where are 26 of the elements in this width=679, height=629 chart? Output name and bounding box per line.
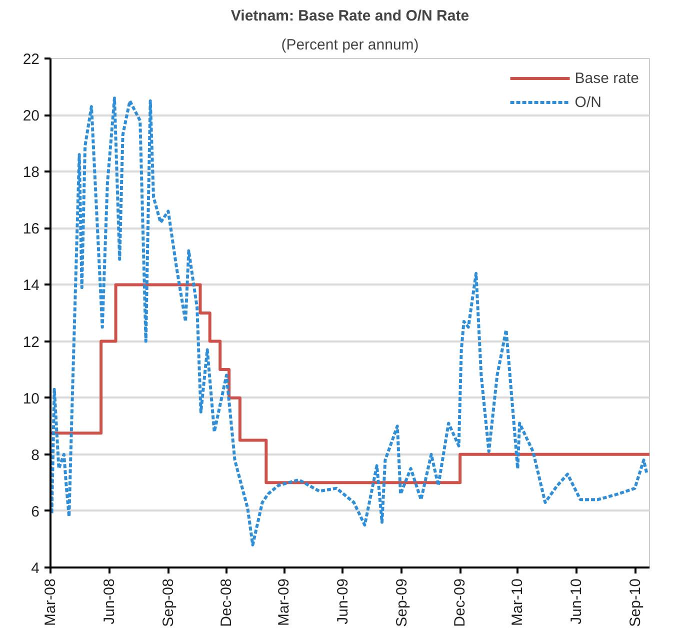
legend-label: O/N <box>574 94 602 110</box>
y-tick-label: 14 <box>22 277 40 294</box>
x-tick-label: Mar-08 <box>42 578 59 626</box>
y-tick-label: 10 <box>22 390 40 408</box>
y-tick-label: 8 <box>31 446 40 464</box>
legend-label: Base rate <box>574 70 639 86</box>
y-tick-label: 18 <box>22 164 40 182</box>
x-tick-label: Jun-09 <box>334 578 352 624</box>
x-tick-label: Mar-10 <box>509 578 526 626</box>
y-tick-label: 20 <box>22 108 40 125</box>
y-tick-label: 22 <box>22 51 40 68</box>
y-tick-label: 16 <box>22 220 40 238</box>
x-tick-label: Sep-10 <box>626 578 644 627</box>
y-tick-label: 6 <box>31 503 40 520</box>
y-tick-label: 12 <box>22 334 40 351</box>
x-tick-label: Sep-08 <box>160 578 177 627</box>
x-tick-label: Jun-08 <box>100 578 118 624</box>
x-tick-label: Mar-09 <box>276 578 293 626</box>
x-tick-label: Dec-08 <box>218 578 235 627</box>
chart-title: Vietnam: Base Rate and O/N Rate <box>230 8 470 24</box>
line-series <box>50 96 648 546</box>
chart-subtitle: (Percent per annum) <box>281 36 419 54</box>
y-tick-label: 4 <box>31 560 40 577</box>
x-tick-label: Jun-10 <box>568 578 586 624</box>
x-tick-label: Dec-09 <box>452 578 469 627</box>
x-tick-label: Sep-09 <box>393 578 410 627</box>
